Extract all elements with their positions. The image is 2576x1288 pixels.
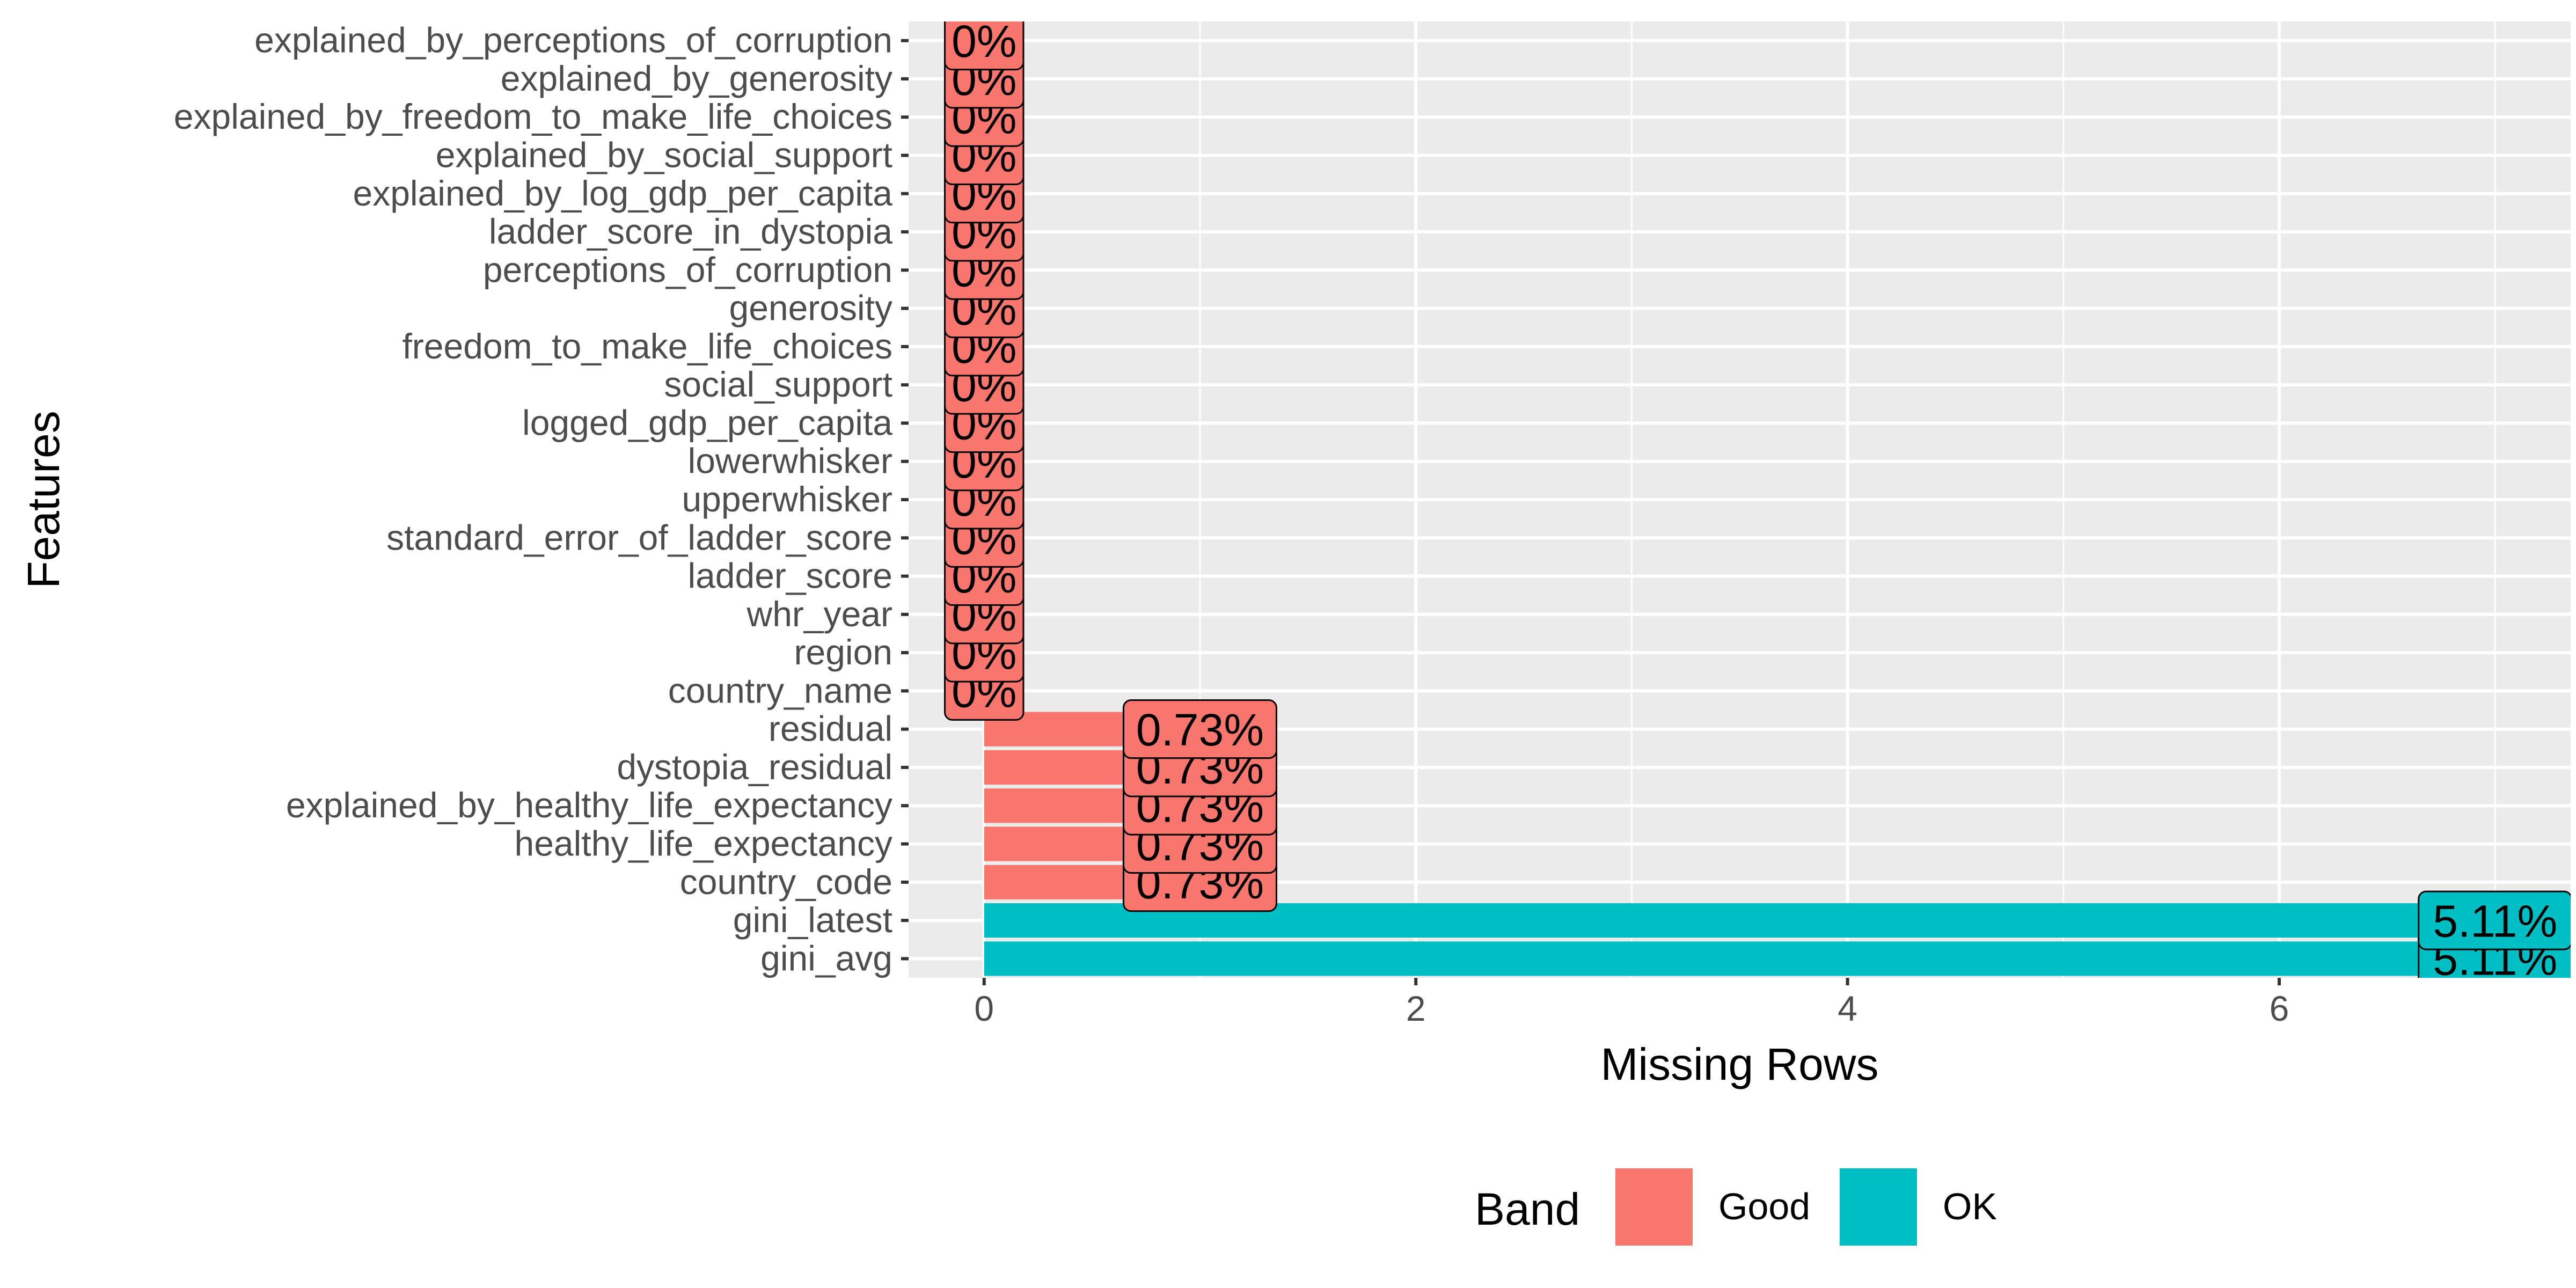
x-axis: 0 2 4 6 [974, 978, 2289, 1028]
legend-item: OK [1840, 1168, 1997, 1246]
y-tick-label: standard_error_of_ladder_score [386, 517, 892, 557]
bar-label: 5.11% [2418, 890, 2571, 950]
y-tick-label: explained_by_social_support [436, 135, 892, 174]
y-tick-label: logged_gdp_per_capita [522, 402, 892, 442]
legend: Band Good OK [1475, 1168, 1997, 1246]
bar-label-text: 0% [952, 16, 1016, 67]
y-tick-label: generosity [729, 288, 892, 328]
bar-label-box [944, 21, 1024, 71]
bar-label: 0.73% [1122, 699, 1277, 759]
y-tick-label: country_name [668, 670, 892, 710]
y-axis: explained_by_perceptions_of_corruptionex… [174, 20, 909, 978]
y-tick-label: residual [769, 709, 892, 749]
y-tick-label: ladder_score_in_dystopia [489, 211, 892, 251]
y-tick-label: freedom_to_make_life_choices [402, 326, 892, 366]
y-tick-label: region [794, 632, 892, 672]
y-tick-label: explained_by_perceptions_of_corruption [254, 20, 892, 60]
bar-labels-layer: 5.11%5.11%0.73%0.73%0.73%0.73%0.73%0%0%0… [944, 16, 2571, 978]
y-axis-title: Features [18, 411, 69, 589]
y-tick-label: social_support [664, 364, 892, 404]
y-tick-label: gini_latest [733, 900, 892, 940]
legend-label: OK [1943, 1185, 1997, 1227]
bar-label: 0% [944, 16, 1024, 71]
x-axis-title: Missing Rows [1600, 1039, 1878, 1089]
y-tick-label: dystopia_residual [617, 747, 892, 787]
y-tick-label: ladder_score [687, 556, 892, 596]
y-tick-label: explained_by_freedom_to_make_life_choice… [174, 97, 892, 136]
legend-swatch [1615, 1168, 1693, 1246]
y-tick-label: upperwhisker [682, 479, 892, 519]
bar-label-text: 5.11% [2433, 896, 2557, 946]
legend-label: Good [1718, 1185, 1810, 1227]
bar [984, 941, 2496, 976]
legend-swatch [1840, 1168, 1917, 1246]
y-tick-label: healthy_life_expectancy [515, 824, 892, 863]
legend-item: Good [1615, 1168, 1810, 1246]
x-tick-label: 0 [974, 989, 994, 1028]
y-tick-label: whr_year [747, 594, 892, 634]
y-tick-label: explained_by_generosity [501, 58, 892, 98]
bar-label-box [2418, 890, 2571, 950]
y-tick-label: gini_avg [760, 938, 892, 978]
major-gridlines [909, 21, 2571, 978]
x-tick-label: 4 [1838, 989, 1857, 1028]
x-tick-label: 6 [2270, 989, 2289, 1028]
bar-label-box [1122, 699, 1277, 759]
bar-label-text: 0.73% [1136, 705, 1264, 755]
x-tick-label: 2 [1406, 989, 1426, 1028]
y-tick-label: explained_by_log_gdp_per_capita [353, 173, 892, 213]
y-tick-label: country_code [680, 862, 892, 902]
y-tick-label: explained_by_healthy_life_expectancy [286, 785, 892, 825]
legend-title: Band [1475, 1184, 1580, 1234]
y-tick-label: lowerwhisker [688, 441, 892, 481]
y-tick-label: perceptions_of_corruption [483, 250, 892, 289]
